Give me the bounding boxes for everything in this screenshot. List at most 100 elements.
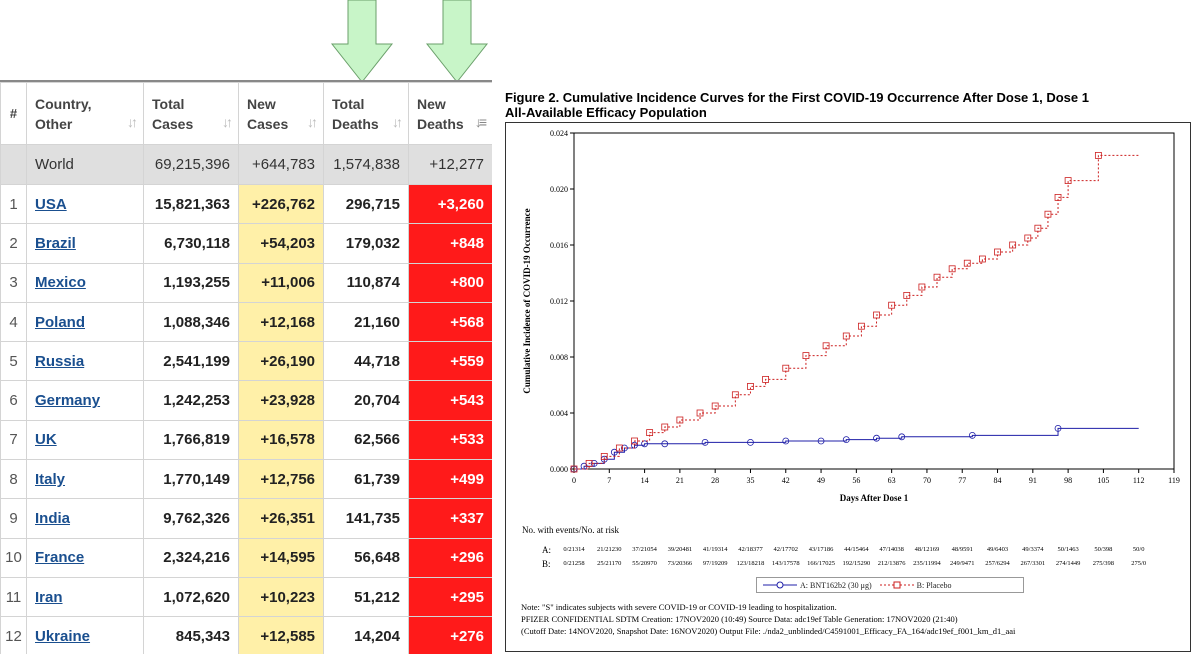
country-link[interactable]: France [35,549,85,567]
risk-cell: 25/21170 [597,560,622,567]
new-deaths: +295 [408,576,492,618]
world-row: World 69,215,396 +644,783 1,574,838 +12,… [0,144,492,185]
series-a-point [747,438,754,446]
new-deaths: +3,260 [408,183,492,225]
risk-cell: 50/398 [1094,546,1113,553]
country-link[interactable]: Poland [35,313,86,331]
new-deaths: +543 [408,380,492,421]
x-tick-label: 77 [958,476,966,485]
country-cell: UK [26,419,144,461]
legend-label: B: Placebo [916,580,952,590]
series-a-point [968,431,976,439]
risk-cell: 48/9591 [951,546,973,553]
y-axis-title: Cumulative Incidence of COVID-19 Occurre… [522,208,532,393]
x-tick-label: 35 [746,476,754,485]
country-link[interactable]: USA [35,195,67,213]
new-cases: +54,203 [238,223,324,264]
new-cases: +26,351 [238,498,324,539]
header-total-deaths[interactable]: Total Deaths ↓↑ [323,82,409,145]
new-cases: +23,928 [238,380,324,421]
x-tick-label: 0 [572,476,576,485]
series-b-point [731,391,739,399]
sort-icon: ↓↑ [222,114,233,130]
risk-cell: 48/12169 [914,546,940,553]
series-b-point [1034,224,1042,232]
country-link[interactable]: Germany [35,392,101,410]
header-total-cases[interactable]: Total Cases ↓↑ [143,82,239,145]
country-cell: Poland [26,301,144,343]
risk-cell: 43/17186 [808,546,834,553]
series-b-point [615,444,623,452]
total-deaths: 20,704 [323,380,409,421]
x-tick-label: 21 [676,476,684,485]
total-cases: 9,762,326 [143,498,239,539]
risk-cell: 44/15464 [844,546,869,553]
country-link[interactable]: UK [35,431,57,449]
series-b-point [631,437,638,445]
new-cases: +14,595 [238,537,324,578]
row-index: 11 [0,576,27,618]
total-cases: 1,770,149 [143,459,239,500]
country-cell: France [26,537,144,578]
series-a-point [817,437,825,445]
world-new-deaths: +12,277 [408,144,492,185]
country-cell: USA [26,183,144,225]
risk-cell: 97/19209 [702,560,728,567]
y-tick-label: 0.016 [550,241,568,250]
series-b-point [661,423,669,431]
figure-notes: Note: "S" indicates subjects with severe… [521,601,1015,637]
country-link[interactable]: Russia [35,352,85,370]
new-cases: +12,756 [238,459,324,500]
table-row: 1 USA 15,821,363 +226,762 296,715 +3,260 [0,183,492,225]
series-b-point [585,459,593,467]
header-new-cases[interactable]: New Cases ↓↑ [238,82,324,145]
country-link[interactable]: Iran [35,588,63,606]
country-link[interactable]: Ukraine [35,627,91,645]
risk-cell: 47/14038 [879,546,904,553]
series-b-point [802,352,810,360]
risk-cell: 49/3374 [1022,546,1044,553]
risk-cell: 274/1449 [1055,560,1081,567]
series-a-point [1054,424,1062,432]
table-row: 5 Russia 2,541,199 +26,190 44,718 +559 [0,341,492,382]
plot-frame [573,132,1175,470]
row-index: 9 [0,498,27,539]
risk-cell: 257/6294 [985,560,1010,567]
new-deaths: +296 [408,537,492,578]
series-b-point [570,465,578,473]
total-cases: 1,088,346 [143,301,239,343]
total-cases: 1,766,819 [143,419,239,461]
country-link[interactable]: Italy [35,470,66,488]
country-link[interactable]: Mexico [35,274,86,292]
header-country[interactable]: Country, Other ↓↑ [26,82,144,145]
total-cases: 15,821,363 [143,183,239,225]
y-tick-label: 0.000 [550,465,568,474]
country-link[interactable]: India [35,510,71,528]
series-b-point [762,375,769,383]
world-name: World [26,144,144,185]
x-tick-label: 7 [607,476,611,485]
total-cases: 6,730,118 [143,223,239,264]
risk-cell: 123/18218 [736,560,765,567]
new-cases: +10,223 [238,576,324,618]
row-index: 1 [0,183,27,225]
arrow-down-icon [425,0,489,83]
row-index: 8 [0,459,27,500]
header-new-deaths[interactable]: New Deaths ↓≡ [408,82,492,145]
risk-cell: 49/6403 [986,546,1009,553]
series-b-point [857,322,865,330]
square-marker-icon [879,581,914,589]
total-deaths: 110,874 [323,262,409,303]
total-cases: 1,242,253 [143,380,239,421]
x-tick-label: 14 [641,476,649,485]
total-cases: 1,193,255 [143,262,239,303]
row-index: 6 [0,380,27,421]
new-deaths: +800 [408,262,492,303]
series-a-point [661,440,669,448]
new-deaths: +499 [408,459,492,500]
risk-cell: 235/11994 [913,560,941,567]
country-link[interactable]: Brazil [35,234,76,252]
table-row: 8 Italy 1,770,149 +12,756 61,739 +499 [0,459,492,500]
series-b-point [933,273,941,281]
total-deaths: 56,648 [323,537,409,578]
